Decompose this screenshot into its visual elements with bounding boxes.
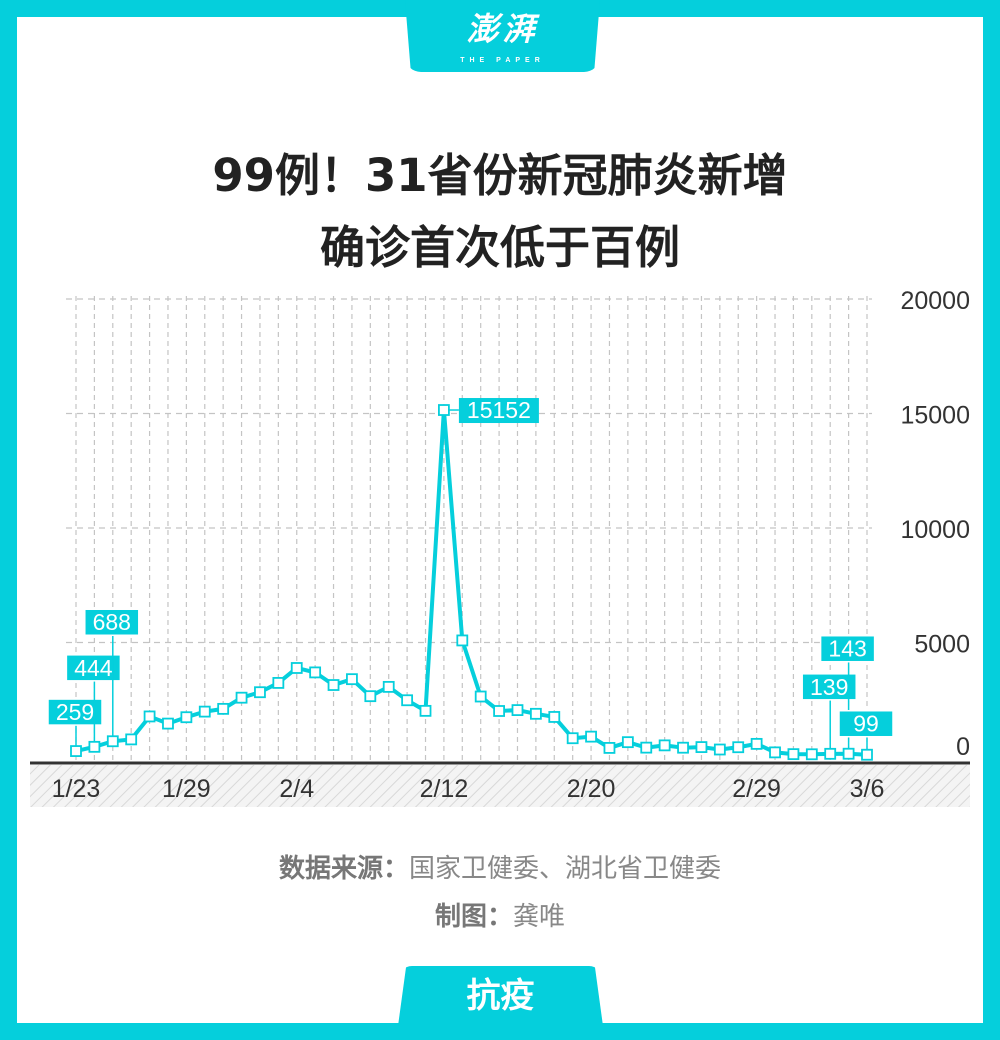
data-point bbox=[419, 704, 432, 717]
data-point bbox=[456, 634, 469, 647]
label-text: 99 bbox=[853, 711, 879, 737]
logo: 澎湃 bbox=[466, 10, 539, 48]
data-point bbox=[217, 702, 230, 715]
data-point bbox=[327, 679, 340, 691]
data-label: 444 bbox=[65, 654, 122, 747]
data-point bbox=[695, 741, 708, 753]
label-box bbox=[838, 709, 894, 738]
data-point bbox=[309, 666, 322, 679]
data-label: 139 bbox=[801, 673, 857, 754]
series-line bbox=[75, 408, 868, 757]
credit: 制图：龚唯 bbox=[0, 900, 1000, 934]
data-point bbox=[474, 690, 487, 703]
x-tick-label: 3/6 bbox=[850, 775, 885, 803]
source-label: 数据来源： bbox=[278, 854, 409, 884]
label-box bbox=[458, 398, 539, 424]
data-point bbox=[566, 732, 579, 745]
data-label: 99 bbox=[838, 709, 894, 755]
x-tick-label: 1/29 bbox=[162, 775, 211, 803]
data-point bbox=[162, 717, 174, 730]
y-tick-label: 20000 bbox=[900, 287, 970, 315]
x-tick-label: 2/20 bbox=[567, 775, 616, 803]
credit-value: 龚唯 bbox=[513, 902, 566, 932]
line-chart: 0 5000 10000 15000 20000 1/23 1/29 2/4 2/12 2/20 2… bbox=[30, 287, 970, 807]
label-box bbox=[65, 654, 122, 682]
data-label: 688 bbox=[84, 608, 140, 742]
data-point bbox=[677, 741, 689, 754]
data-point bbox=[713, 743, 726, 756]
x-tick-label: 2/29 bbox=[732, 775, 781, 803]
data-point bbox=[364, 690, 377, 703]
data-point bbox=[529, 707, 542, 720]
data-point bbox=[290, 662, 303, 674]
data-point bbox=[70, 745, 82, 757]
y-tick-label: 5000 bbox=[914, 631, 970, 659]
data-point bbox=[603, 742, 616, 754]
logo-subtitle: THE PAPER bbox=[460, 57, 545, 64]
data-point bbox=[621, 736, 634, 749]
label-text: 259 bbox=[56, 699, 94, 725]
data-label: 15152 bbox=[443, 397, 539, 424]
title-line-1: 99例！31省份新冠肺炎新增 bbox=[212, 149, 788, 202]
data-point bbox=[842, 747, 855, 760]
data-point bbox=[382, 680, 395, 693]
data-source: 数据来源：国家卫健委、湖北省卫健委 bbox=[0, 852, 1000, 886]
data-point bbox=[824, 747, 837, 760]
label-text: 15152 bbox=[467, 397, 531, 423]
data-point bbox=[658, 739, 671, 752]
label-text: 139 bbox=[810, 674, 848, 700]
data-point bbox=[732, 741, 745, 754]
label-box bbox=[801, 673, 857, 701]
y-tick-label: 0 bbox=[956, 733, 970, 761]
data-point bbox=[769, 746, 781, 759]
data-point bbox=[88, 740, 101, 753]
x-tick-label: 2/12 bbox=[420, 775, 469, 803]
x-tick-label: 1/23 bbox=[52, 775, 101, 803]
chart-title: 99例！31省份新冠肺炎新增 确诊首次低于百例 bbox=[0, 140, 1000, 284]
data-point bbox=[787, 748, 800, 761]
label-box bbox=[84, 608, 140, 636]
tag-label: 抗疫 bbox=[466, 976, 535, 1016]
data-point bbox=[198, 705, 211, 718]
data-label: 143 bbox=[819, 634, 876, 754]
data-point bbox=[750, 737, 763, 750]
data-point bbox=[143, 710, 156, 723]
y-tick-label: 10000 bbox=[900, 516, 970, 544]
label-text: 688 bbox=[93, 609, 131, 635]
y-tick-label: 15000 bbox=[900, 402, 970, 430]
data-label: 259 bbox=[47, 698, 103, 752]
logo-tab: 澎湃 THE PAPER bbox=[405, 0, 600, 72]
data-point bbox=[106, 735, 119, 748]
data-point bbox=[125, 733, 138, 746]
data-point bbox=[640, 741, 653, 754]
data-point bbox=[180, 711, 193, 724]
x-axis-band bbox=[30, 765, 970, 807]
data-point bbox=[272, 677, 285, 689]
data-point bbox=[401, 694, 414, 707]
label-box bbox=[819, 634, 876, 663]
x-tick-label: 2/4 bbox=[279, 775, 314, 803]
data-point bbox=[235, 691, 248, 704]
data-point bbox=[511, 704, 524, 717]
data-point bbox=[861, 748, 873, 761]
data-point bbox=[548, 711, 561, 723]
source-value: 国家卫健委、湖北省卫健委 bbox=[409, 854, 722, 884]
data-point bbox=[493, 705, 505, 717]
title-line-2: 确诊首次低于百例 bbox=[319, 221, 680, 274]
data-point bbox=[438, 404, 450, 416]
data-point bbox=[585, 730, 597, 743]
label-text: 143 bbox=[828, 636, 866, 662]
card bbox=[17, 17, 983, 1023]
data-point bbox=[346, 673, 358, 686]
data-point bbox=[254, 686, 266, 699]
data-point bbox=[805, 748, 818, 761]
tag-tab: 抗疫 bbox=[398, 966, 603, 1026]
label-text: 444 bbox=[74, 655, 113, 681]
label-box bbox=[47, 698, 103, 726]
credit-label: 制图： bbox=[434, 902, 513, 932]
